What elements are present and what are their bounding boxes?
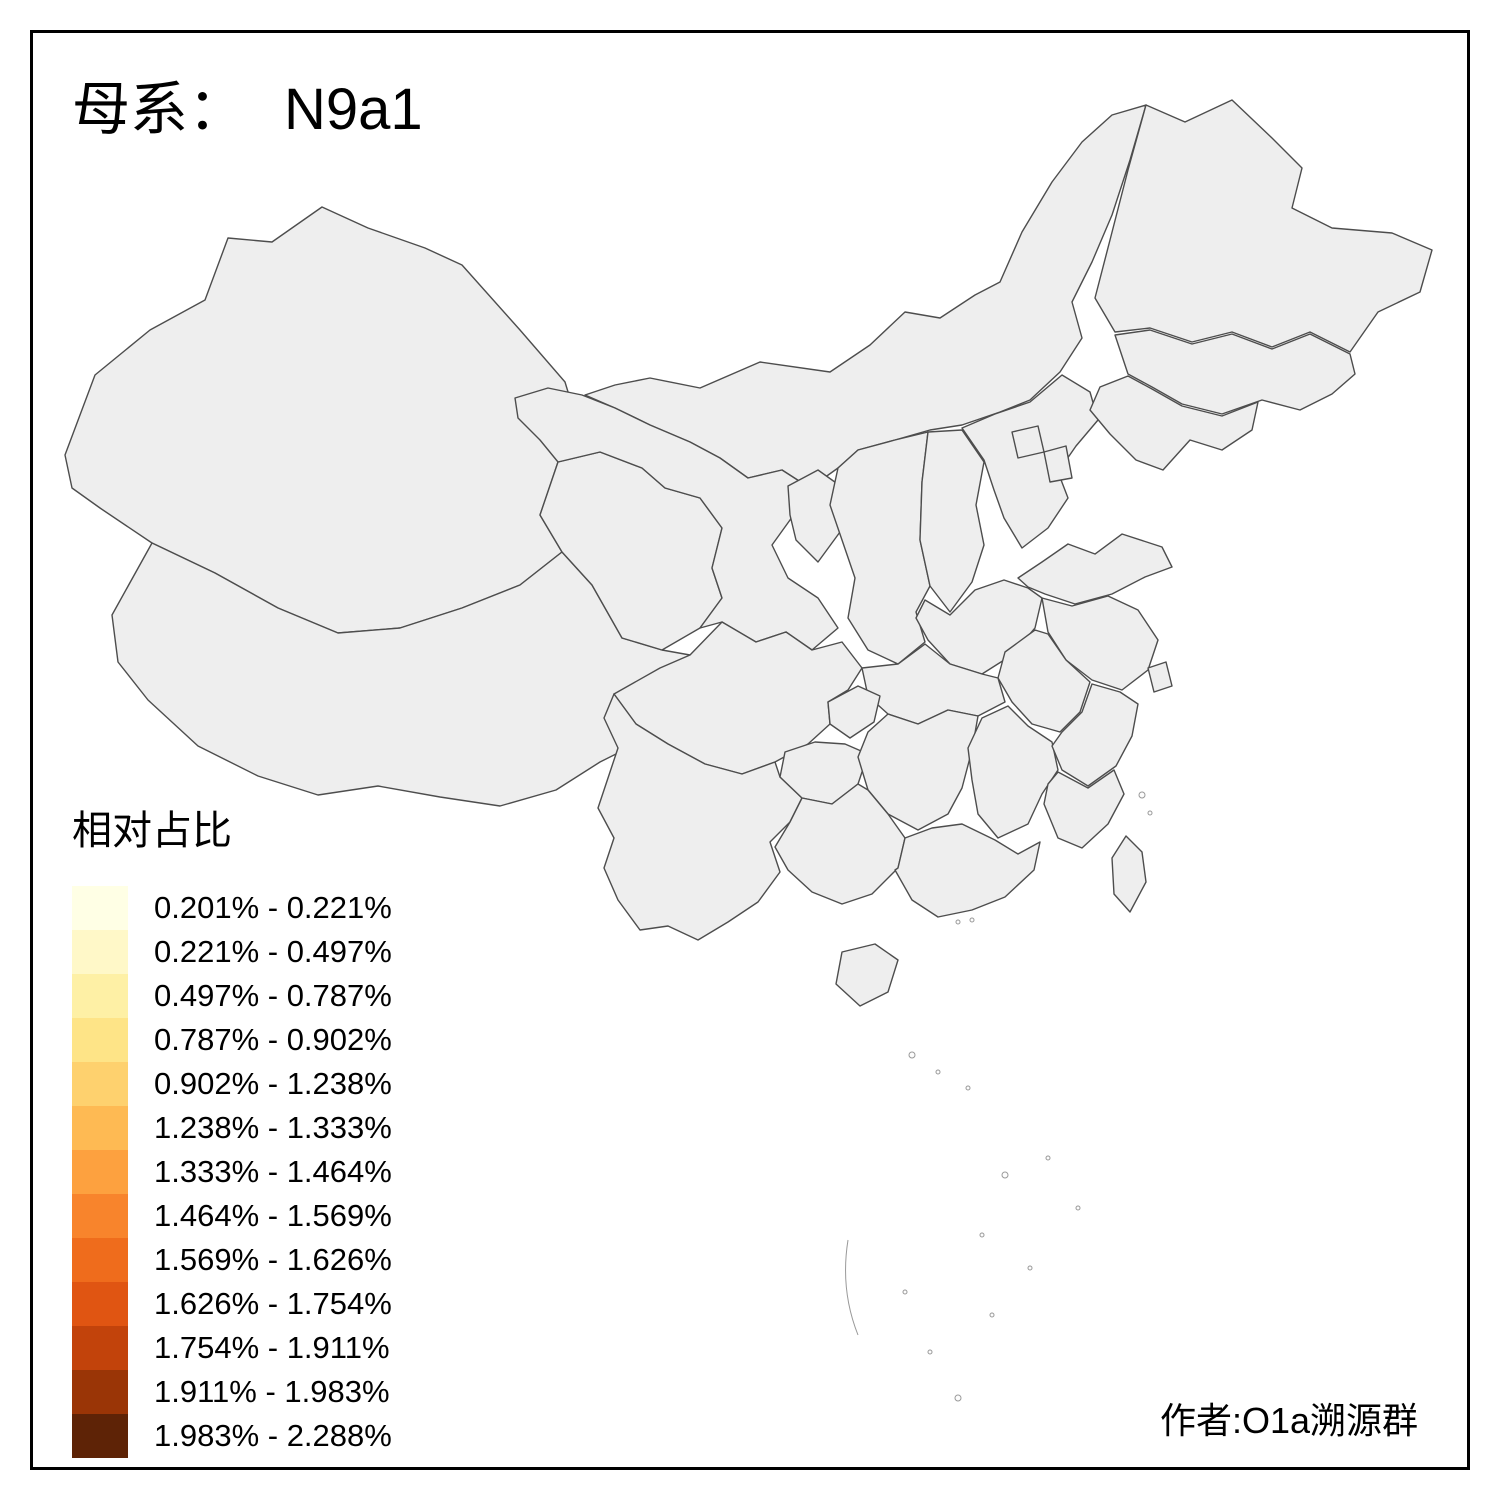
legend-swatch: [72, 1062, 128, 1106]
legend-row: 1.626% - 1.754%: [72, 1282, 392, 1326]
legend-label: 0.221% - 0.497%: [154, 934, 392, 969]
legend-row: 1.464% - 1.569%: [72, 1194, 392, 1238]
map-title-haplogroup: N9a1: [284, 77, 423, 142]
legend-rows: 0.201% - 0.221% 0.221% - 0.497% 0.497% - 0…: [72, 886, 392, 1458]
legend-label: 1.238% - 1.333%: [154, 1110, 392, 1145]
legend-swatch: [72, 930, 128, 974]
province-guangxi: [774, 783, 906, 905]
legend-row: 1.569% - 1.626%: [72, 1238, 392, 1282]
legend-row: 1.333% - 1.464%: [72, 1150, 392, 1194]
legend-label: 1.911% - 1.983%: [154, 1374, 390, 1409]
legend-row: 0.221% - 0.497%: [72, 930, 392, 974]
legend: 相对占比 0.201% - 0.221% 0.221% - 0.497% 0.497…: [72, 798, 392, 1458]
legend-swatch: [72, 1238, 128, 1282]
legend-row: 1.238% - 1.333%: [72, 1106, 392, 1150]
province-anhui: [997, 629, 1091, 733]
legend-row: 1.754% - 1.911%: [72, 1326, 392, 1370]
province-taiwan: [1111, 835, 1147, 913]
legend-swatch: [72, 1370, 128, 1414]
province-fujian: [1043, 769, 1125, 849]
province-shapes: [64, 99, 1433, 1007]
legend-swatch: [72, 974, 128, 1018]
province-yunnan: [597, 693, 803, 941]
province-shanxi: [919, 429, 985, 613]
legend-row: 0.902% - 1.238%: [72, 1062, 392, 1106]
legend-label: 1.569% - 1.626%: [154, 1242, 392, 1277]
legend-label: 1.464% - 1.569%: [154, 1198, 392, 1233]
legend-label: 1.754% - 1.911%: [154, 1330, 390, 1365]
legend-row: 1.911% - 1.983%: [72, 1370, 392, 1414]
map-title-prefix: 母系：: [72, 77, 247, 142]
legend-label: 0.497% - 0.787%: [154, 978, 392, 1013]
legend-swatch: [72, 1326, 128, 1370]
legend-label: 0.902% - 1.238%: [154, 1066, 392, 1101]
legend-swatch: [72, 1150, 128, 1194]
legend-label: 0.787% - 0.902%: [154, 1022, 392, 1057]
legend-swatch: [72, 886, 128, 930]
legend-swatch: [72, 1414, 128, 1458]
province-tianjin: [1043, 445, 1073, 483]
coastal-islet-icons: [955, 791, 1153, 925]
legend-swatch: [72, 1018, 128, 1062]
legend-swatch: [72, 1194, 128, 1238]
legend-label: 0.201% - 0.221%: [154, 890, 392, 925]
province-shandong: [1017, 533, 1173, 605]
legend-label: 1.983% - 2.288%: [154, 1418, 392, 1453]
map-title: 母系： N9a1: [72, 62, 423, 146]
province-shaanxi: [829, 431, 931, 665]
province-guangdong: [894, 823, 1041, 918]
province-heilongjiang: [1094, 99, 1433, 353]
province-hunan: [857, 709, 979, 831]
legend-row: 0.787% - 0.902%: [72, 1018, 392, 1062]
author-credit: 作者:O1a溯源群: [1159, 1400, 1418, 1441]
province-zhejiang: [1051, 683, 1139, 787]
south-china-sea-islands-icon: [845, 1051, 1081, 1402]
legend-swatch: [72, 1282, 128, 1326]
province-beijing: [1011, 425, 1045, 459]
province-liaoning: [1089, 375, 1259, 471]
province-jilin: [1114, 329, 1356, 415]
province-hainan: [835, 943, 899, 1007]
province-chongqing: [827, 685, 881, 739]
legend-row: 0.201% - 0.221%: [72, 886, 392, 930]
province-ningxia: [787, 469, 847, 563]
province-shanghai: [1147, 661, 1173, 693]
legend-label: 1.333% - 1.464%: [154, 1154, 392, 1189]
province-jiangxi: [967, 705, 1059, 839]
legend-row: 0.497% - 0.787%: [72, 974, 392, 1018]
legend-label: 1.626% - 1.754%: [154, 1286, 392, 1321]
legend-swatch: [72, 1106, 128, 1150]
legend-title: 相对占比: [72, 809, 232, 853]
legend-row: 1.983% - 2.288%: [72, 1414, 392, 1458]
